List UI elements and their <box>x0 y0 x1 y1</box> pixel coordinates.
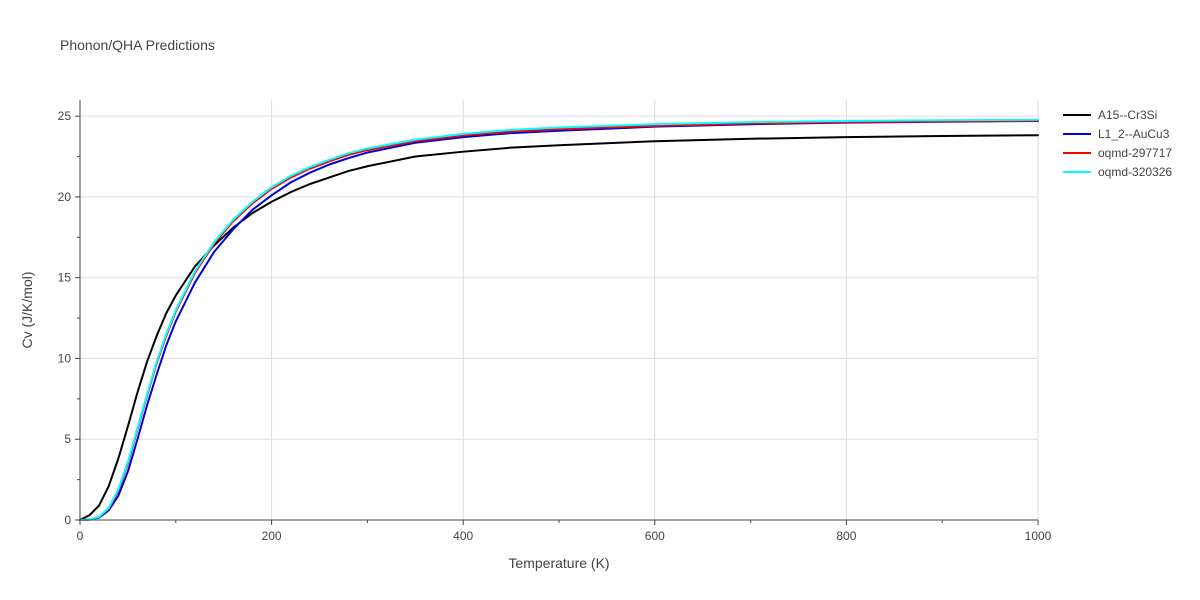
chart-title: Phonon/QHA Predictions <box>60 37 215 53</box>
y-tick-label: 5 <box>64 432 71 446</box>
x-tick-label: 1000 <box>1025 529 1052 543</box>
y-tick-label: 25 <box>58 109 72 123</box>
y-axis-title: Cv (J/K/mol) <box>19 272 35 349</box>
legend-label: oqmd-320326 <box>1098 165 1172 179</box>
legend-label: A15--Cr3Si <box>1098 108 1157 122</box>
series-line-0 <box>79 134 1039 521</box>
x-tick-label: 200 <box>262 529 282 543</box>
x-tick-label: 600 <box>645 529 665 543</box>
x-tick-label: 800 <box>836 529 856 543</box>
y-tick-label: 20 <box>58 190 72 204</box>
x-axis-title: Temperature (K) <box>508 555 609 571</box>
series-layer <box>79 118 1039 521</box>
y-tick-label: 10 <box>58 351 72 365</box>
series-line-3 <box>79 118 1039 521</box>
y-tick-label: 15 <box>58 271 72 285</box>
y-tick-label: 0 <box>64 513 71 527</box>
x-tick-label: 400 <box>453 529 473 543</box>
axes: 0 200 400 600 800 1000 0 5 10 15 20 25 <box>58 100 1052 543</box>
series-line-2 <box>79 119 1039 521</box>
legend: A15--Cr3Si L1_2--AuCu3 oqmd-297717 oqmd-320… <box>1063 108 1172 179</box>
grid <box>80 100 1039 520</box>
x-tick-label: 0 <box>77 529 84 543</box>
legend-label: oqmd-297717 <box>1098 146 1172 160</box>
series-line-1 <box>79 120 1039 521</box>
legend-label: L1_2--AuCu3 <box>1098 127 1170 141</box>
